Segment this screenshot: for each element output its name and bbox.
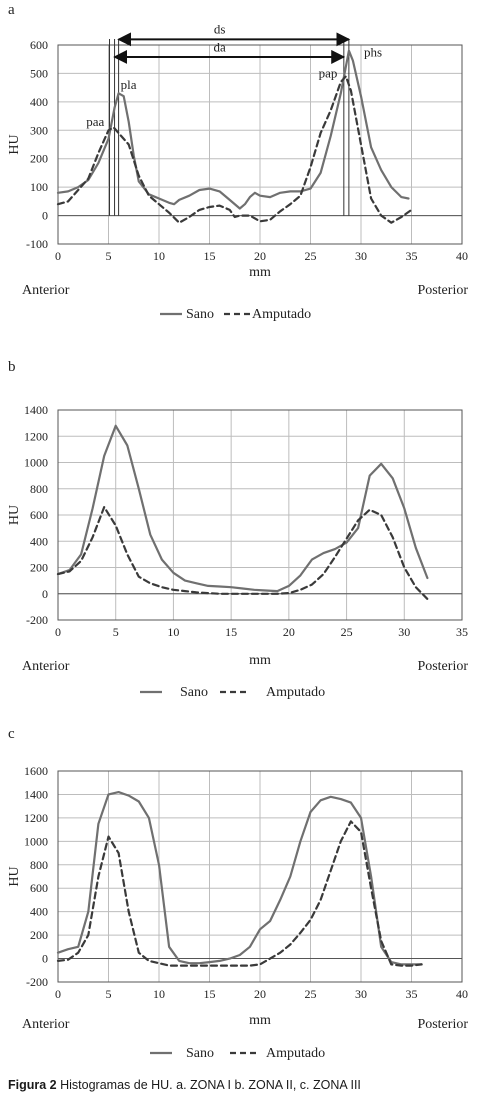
anterior-label: Anterior bbox=[22, 659, 70, 674]
y-tick-label: 1000 bbox=[24, 834, 48, 848]
posterior-label: Posterior bbox=[417, 283, 468, 298]
y-tick-label: 600 bbox=[30, 38, 48, 52]
x-tick-label: 30 bbox=[355, 987, 367, 1001]
legend: Sano Amputado bbox=[160, 307, 311, 322]
x-axis-label: mm bbox=[249, 653, 271, 668]
y-tick-label: 600 bbox=[30, 508, 48, 522]
y-tick-label: 100 bbox=[30, 180, 48, 194]
legend-label-amputado: Amputado bbox=[266, 1046, 325, 1061]
annotation-label: paa bbox=[86, 114, 104, 129]
legend: Sano Amputado bbox=[150, 1046, 325, 1061]
plot-frame bbox=[57, 409, 463, 621]
x-tick-label: 35 bbox=[406, 249, 418, 263]
series-line-sano bbox=[56, 49, 410, 210]
x-tick-label: 10 bbox=[153, 249, 165, 263]
annotation-label: da bbox=[213, 39, 226, 54]
x-tick-label: 25 bbox=[305, 987, 317, 1001]
y-tick-label: 1400 bbox=[24, 403, 48, 417]
annotation-label: ds bbox=[214, 22, 226, 37]
x-tick-label: 35 bbox=[406, 987, 418, 1001]
annotation-label: phs bbox=[364, 44, 382, 59]
x-tick-label: 0 bbox=[55, 249, 61, 263]
y-tick-label: 800 bbox=[30, 482, 48, 496]
y-tick-label: 1000 bbox=[24, 456, 48, 470]
series-line-sano bbox=[56, 791, 423, 966]
x-tick-label: 10 bbox=[153, 987, 165, 1001]
y-tick-label: 400 bbox=[30, 905, 48, 919]
y-tick-label: -200 bbox=[26, 613, 48, 627]
annotation-label: pap bbox=[319, 66, 338, 81]
y-tick-label: 0 bbox=[42, 952, 48, 966]
x-tick-label: 15 bbox=[204, 987, 216, 1001]
y-tick-label: 200 bbox=[30, 152, 48, 166]
x-tick-label: 15 bbox=[204, 249, 216, 263]
y-axis-label: HU bbox=[7, 505, 22, 525]
y-tick-label: 200 bbox=[30, 561, 48, 575]
x-tick-label: 10 bbox=[167, 625, 179, 639]
x-tick-label: 20 bbox=[254, 249, 266, 263]
y-tick-label: -100 bbox=[26, 237, 48, 251]
figure-caption: Figura 2 Histogramas de HU. a. ZONA I b.… bbox=[8, 1078, 361, 1092]
anterior-label: Anterior bbox=[22, 283, 70, 298]
y-axis-label: HU bbox=[7, 866, 22, 886]
legend-label-amputado: Amputado bbox=[266, 685, 325, 700]
panel-label: b bbox=[8, 359, 16, 375]
x-tick-label: 35 bbox=[456, 625, 468, 639]
plot-frame bbox=[57, 770, 463, 983]
y-axis-label: HU bbox=[7, 134, 22, 154]
x-tick-label: 30 bbox=[355, 249, 367, 263]
y-tick-label: 300 bbox=[30, 123, 48, 137]
series-line-amputado bbox=[56, 820, 423, 967]
chart-panel-b: b -200 0 200 400 600 800 1000 1200 1400 0 5 10 15 20 25… bbox=[7, 359, 468, 700]
x-tick-label: 15 bbox=[225, 625, 237, 639]
annotation-label: pla bbox=[121, 77, 137, 92]
anterior-label: Anterior bbox=[22, 1017, 70, 1032]
y-tick-label: 1600 bbox=[24, 764, 48, 778]
y-tick-label: 0 bbox=[42, 587, 48, 601]
caption-label: Figura 2 bbox=[8, 1078, 57, 1092]
posterior-label: Posterior bbox=[417, 659, 468, 674]
x-tick-label: 5 bbox=[113, 625, 119, 639]
caption-text: Histogramas de HU. a. ZONA I b. ZONA II,… bbox=[60, 1078, 361, 1092]
y-tick-label: 1400 bbox=[24, 787, 48, 801]
y-tick-label: 0 bbox=[42, 209, 48, 223]
x-tick-label: 0 bbox=[55, 625, 61, 639]
legend-label-sano: Sano bbox=[186, 1046, 214, 1061]
y-tick-label: 500 bbox=[30, 66, 48, 80]
x-axis-label: mm bbox=[249, 1013, 271, 1028]
posterior-label: Posterior bbox=[417, 1017, 468, 1032]
x-tick-label: 30 bbox=[398, 625, 410, 639]
y-tick-label: -200 bbox=[26, 975, 48, 989]
chart-panel-c: c -200 0 200 400 600 800 1000 1200 1400 1600 0 5 10 15… bbox=[7, 726, 468, 1061]
x-tick-label: 20 bbox=[283, 625, 295, 639]
x-tick-label: 40 bbox=[456, 249, 468, 263]
x-axis-label: mm bbox=[249, 265, 271, 280]
series-line-sano bbox=[56, 424, 429, 593]
x-tick-label: 25 bbox=[341, 625, 353, 639]
x-tick-label: 20 bbox=[254, 987, 266, 1001]
x-tick-label: 40 bbox=[456, 987, 468, 1001]
legend-label-amputado: Amputado bbox=[252, 307, 311, 322]
series-line-amputado bbox=[56, 75, 413, 224]
y-tick-label: 400 bbox=[30, 534, 48, 548]
x-tick-label: 5 bbox=[106, 249, 112, 263]
panel-label: c bbox=[8, 726, 15, 742]
y-tick-label: 1200 bbox=[24, 429, 48, 443]
panel-label: a bbox=[8, 2, 15, 18]
y-tick-label: 1200 bbox=[24, 811, 48, 825]
x-tick-label: 5 bbox=[106, 987, 112, 1001]
x-tick-label: 0 bbox=[55, 987, 61, 1001]
y-tick-label: 200 bbox=[30, 928, 48, 942]
legend-label-sano: Sano bbox=[186, 307, 214, 322]
x-tick-label: 25 bbox=[305, 249, 317, 263]
legend-label-sano: Sano bbox=[180, 685, 208, 700]
chart-panel-a: a -100 0 100 200 300 400 500 600 0 5 10 15 20 25 30 35 40… bbox=[7, 2, 468, 322]
series-line-amputado bbox=[56, 506, 429, 601]
y-tick-label: 600 bbox=[30, 881, 48, 895]
legend: Sano Amputado bbox=[140, 685, 325, 700]
y-tick-label: 800 bbox=[30, 858, 48, 872]
y-tick-label: 400 bbox=[30, 95, 48, 109]
